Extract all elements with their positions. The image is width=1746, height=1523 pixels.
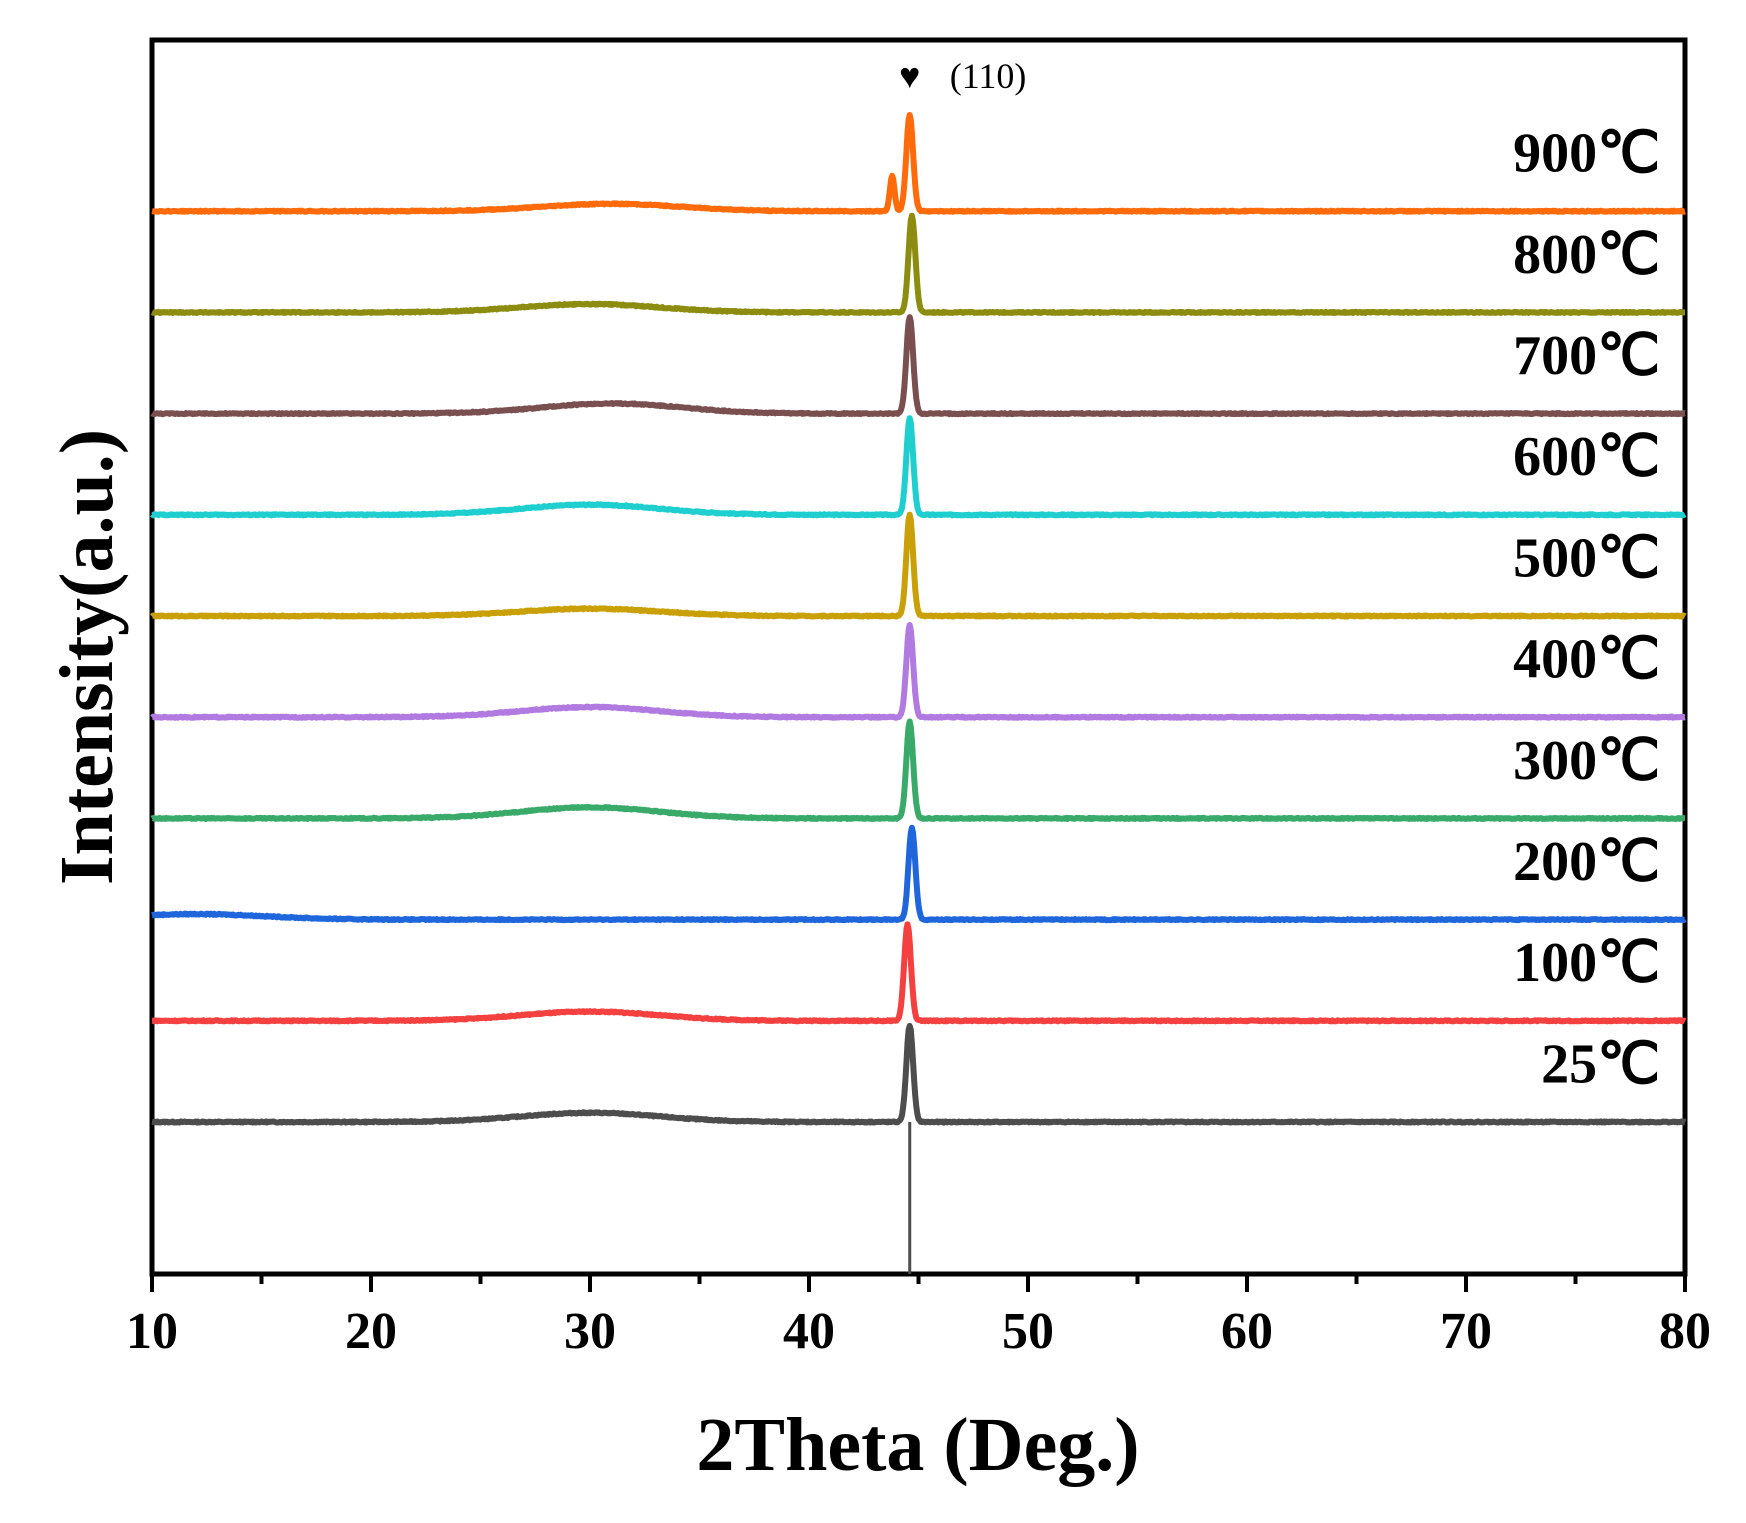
series-line bbox=[150, 824, 1687, 924]
series-line bbox=[150, 212, 1687, 316]
x-tick-label: 60 bbox=[1221, 1303, 1273, 1360]
series-label: 900℃ bbox=[1513, 123, 1660, 185]
peak-marker-icon: ♥ bbox=[899, 56, 920, 96]
series-label: 200℃ bbox=[1513, 831, 1660, 893]
series-labels: 25℃ 100℃ 200℃ 300℃ 400℃ 500℃ 600℃ 700℃ 800℃ 900℃ bbox=[1513, 123, 1660, 1096]
series-line bbox=[149, 415, 1687, 519]
series-label: 800℃ bbox=[1513, 224, 1660, 286]
series-label: 300℃ bbox=[1513, 730, 1660, 792]
series-line bbox=[150, 718, 1687, 822]
x-axis-title: 2Theta (Deg.) bbox=[696, 1403, 1139, 1487]
series-line bbox=[150, 314, 1687, 418]
series-group bbox=[149, 112, 1687, 1126]
y-axis-title: Intensity(a.u.) bbox=[45, 429, 129, 885]
x-tick-label: 50 bbox=[1002, 1303, 1054, 1360]
series-label: 100℃ bbox=[1513, 932, 1660, 994]
series-label: 500℃ bbox=[1513, 527, 1660, 589]
series-line bbox=[150, 112, 1687, 215]
x-tick-label: 80 bbox=[1659, 1303, 1711, 1360]
series-line bbox=[150, 622, 1687, 721]
x-axis-tick-labels: 10 20 30 40 50 60 70 80 bbox=[126, 1303, 1711, 1360]
x-tick-label: 40 bbox=[783, 1303, 835, 1360]
series-label: 600℃ bbox=[1513, 426, 1660, 488]
series-line bbox=[150, 1022, 1687, 1126]
series-label: 700℃ bbox=[1513, 325, 1660, 387]
series-label: 400℃ bbox=[1513, 629, 1660, 691]
series-line bbox=[150, 921, 1687, 1025]
peak-annotation-label: (110) bbox=[950, 56, 1027, 96]
plot-frame bbox=[149, 37, 1688, 1277]
series-label: 25℃ bbox=[1541, 1033, 1660, 1095]
x-tick-label: 10 bbox=[126, 1303, 178, 1360]
x-axis-ticks bbox=[150, 1274, 1687, 1292]
x-tick-label: 20 bbox=[345, 1303, 397, 1360]
series-line bbox=[149, 511, 1687, 620]
x-tick-label: 70 bbox=[1440, 1303, 1492, 1360]
x-tick-label: 30 bbox=[564, 1303, 616, 1360]
